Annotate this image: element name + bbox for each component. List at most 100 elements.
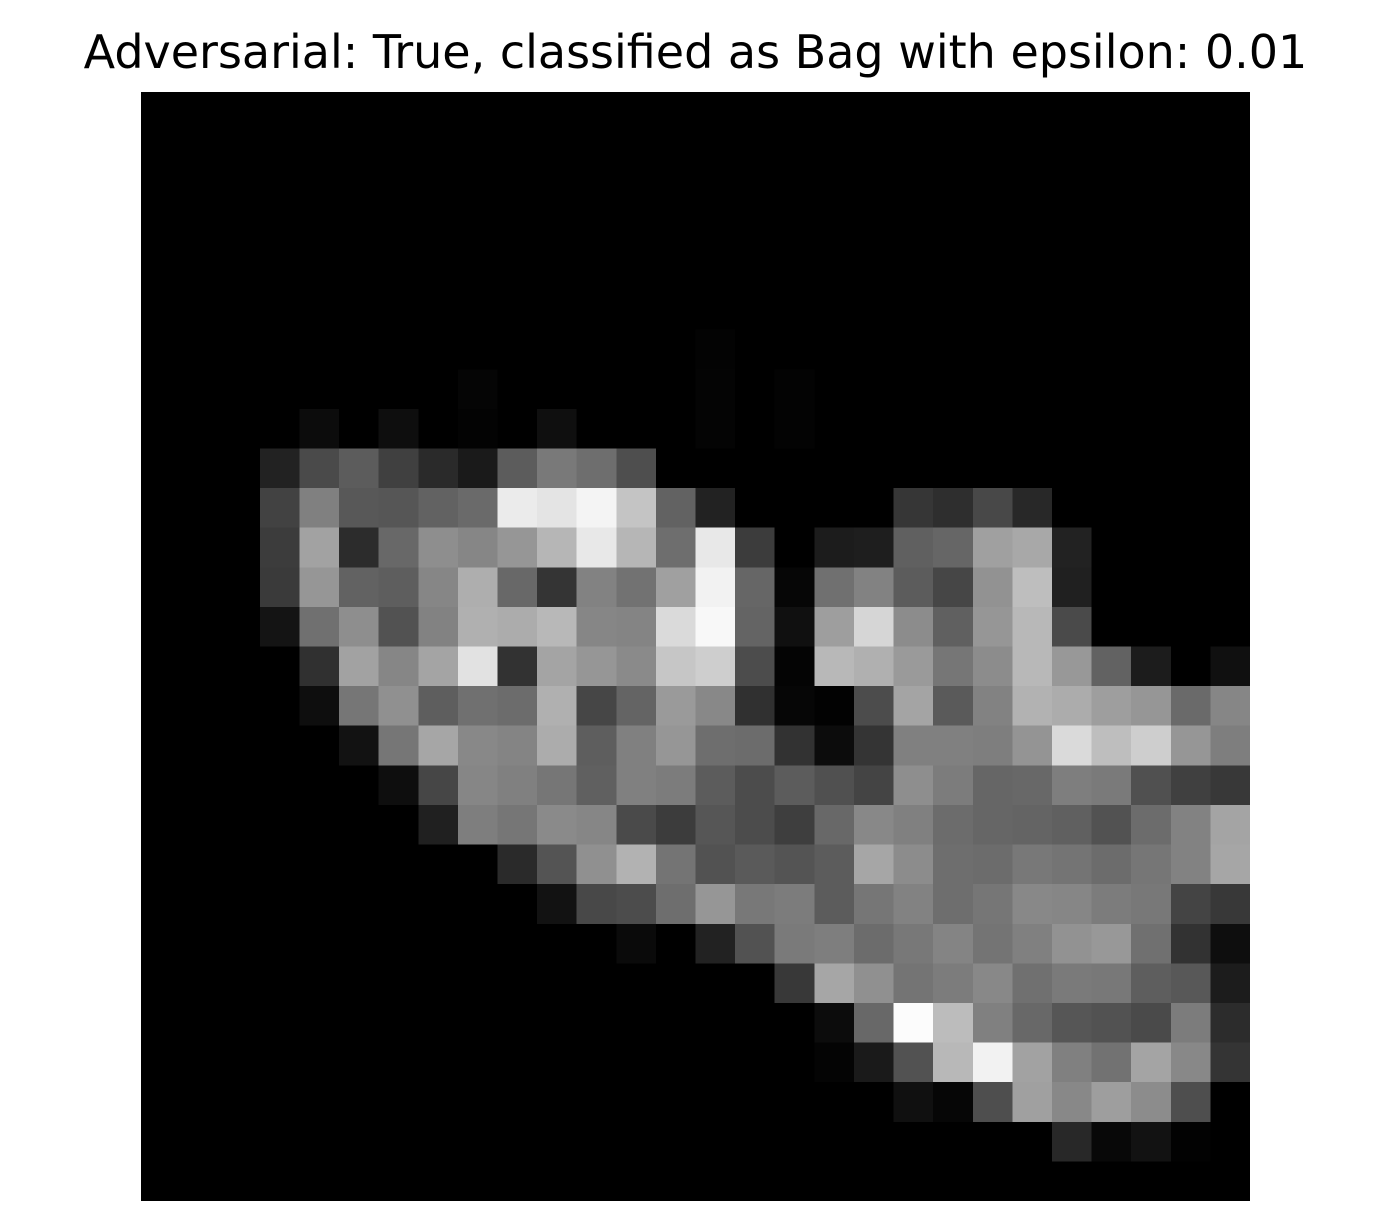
pixel-cell — [933, 210, 974, 252]
pixel-cell — [1091, 131, 1132, 172]
pixel-cell — [893, 92, 934, 133]
pixel-cell — [814, 408, 855, 450]
pixel-cell — [537, 567, 578, 608]
pixel-cell — [457, 448, 499, 489]
pixel-cell — [299, 686, 340, 727]
pixel-cell — [814, 646, 855, 687]
pixel-cell — [774, 408, 815, 450]
pixel-cell — [814, 567, 855, 608]
pixel-cell — [1091, 765, 1132, 806]
pixel-cell — [497, 686, 538, 727]
pixel-cell — [655, 725, 697, 766]
pixel-cell — [774, 448, 815, 489]
pixel-cell — [220, 1121, 261, 1162]
pixel-cell — [141, 1121, 182, 1162]
pixel-cell — [893, 171, 934, 212]
pixel-cell — [1170, 92, 1211, 133]
pixel-cell — [972, 1121, 1013, 1162]
pixel-cell — [1131, 448, 1172, 489]
pixel-cell — [497, 131, 538, 172]
pixel-cell — [853, 210, 895, 252]
pixel-cell — [853, 448, 895, 489]
pixel-cell — [339, 448, 380, 489]
pixel-cell — [1131, 844, 1172, 885]
pixel-cell — [1131, 92, 1172, 133]
pixel-cell — [339, 210, 380, 252]
pixel-cell — [616, 92, 657, 133]
figure-title: Adversarial: True, classified as Bag wit… — [83, 25, 1308, 79]
pixel-cell — [537, 527, 578, 568]
pixel-cell — [616, 1161, 657, 1201]
pixel-cell — [1170, 1161, 1211, 1201]
pixel-cell — [1012, 1121, 1053, 1162]
pixel-cell — [457, 1121, 499, 1162]
pixel-cell — [933, 1042, 974, 1083]
pixel-cell — [537, 1042, 578, 1083]
pixel-cell — [220, 844, 261, 885]
pixel-cell — [774, 171, 815, 212]
pixel-cell — [1012, 369, 1053, 410]
pixel-cell — [259, 844, 301, 885]
pixel-cell — [378, 369, 419, 410]
pixel-cell — [220, 923, 261, 964]
pixel-cell — [616, 329, 657, 370]
pixel-cell — [1170, 646, 1211, 687]
pixel-cell — [853, 884, 895, 925]
pixel-cell — [378, 448, 419, 489]
pixel-cell — [576, 963, 617, 1004]
pixel-cell — [339, 1121, 380, 1162]
pixel-cell — [299, 567, 340, 608]
pixel-cell — [695, 1161, 736, 1201]
pixel-cell — [1210, 369, 1250, 410]
pixel-cell — [774, 646, 815, 687]
pixel-cell — [972, 329, 1013, 370]
pixel-cell — [655, 210, 697, 252]
pixel-cell — [616, 686, 657, 727]
pixel-cell — [1012, 290, 1053, 331]
pixel-cell — [576, 250, 617, 291]
pixel-cell — [933, 1161, 974, 1201]
pixel-cell — [695, 725, 736, 766]
pixel-cell — [972, 171, 1013, 212]
pixel-cell — [418, 725, 459, 766]
pixel-cell — [1091, 1002, 1132, 1044]
pixel-cell — [774, 210, 815, 252]
pixel-cell — [933, 488, 974, 529]
pixel-cell — [655, 448, 697, 489]
pixel-cell — [695, 1082, 736, 1123]
pixel-cell — [220, 686, 261, 727]
pixel-cell — [339, 765, 380, 806]
pixel-cell — [180, 171, 221, 212]
pixel-cell — [497, 1042, 538, 1083]
pixel-cell — [141, 527, 182, 568]
pixel-cell — [735, 646, 776, 687]
pixel-cell — [220, 567, 261, 608]
pixel-cell — [1170, 408, 1211, 450]
pixel-cell — [1051, 804, 1093, 846]
pixel-cell — [893, 963, 934, 1004]
pixel-cell — [1131, 210, 1172, 252]
pixel-cell — [655, 1042, 697, 1083]
pixel-cell — [418, 210, 459, 252]
pixel-cell — [814, 171, 855, 212]
pixel-cell — [180, 1082, 221, 1123]
pixel-cell — [457, 765, 499, 806]
pixel-cell — [933, 92, 974, 133]
pixel-cell — [537, 725, 578, 766]
pixel-cell — [933, 725, 974, 766]
pixel-cell — [418, 92, 459, 133]
pixel-cell — [735, 844, 776, 885]
pixel-cell — [616, 844, 657, 885]
pixel-cell — [774, 92, 815, 133]
pixel-cell — [814, 765, 855, 806]
pixel-cell — [695, 804, 736, 846]
pixel-cell — [933, 171, 974, 212]
pixel-cell — [1091, 329, 1132, 370]
pixel-cell — [774, 606, 815, 648]
pixel-cell — [180, 1121, 221, 1162]
pixel-cell — [774, 290, 815, 331]
pixel-cell — [180, 567, 221, 608]
pixel-cell — [378, 408, 419, 450]
pixel-cell — [1210, 844, 1250, 885]
